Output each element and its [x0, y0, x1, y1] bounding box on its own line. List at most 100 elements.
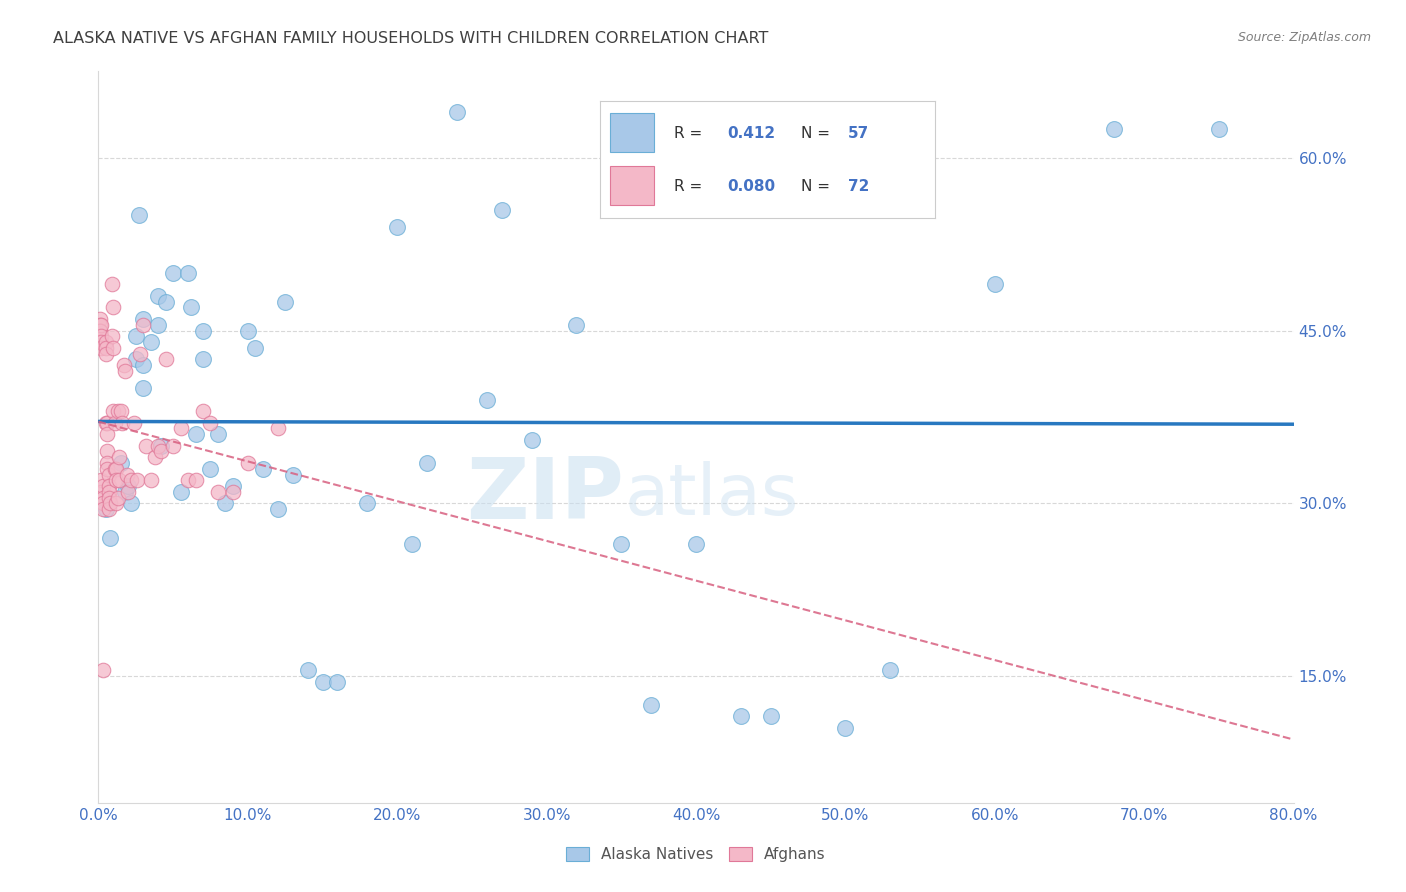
Afghans — [97, 502, 120, 516]
Alaska Natives — [879, 663, 901, 677]
Alaska Natives — [191, 324, 214, 338]
Alaska Natives — [491, 202, 513, 217]
Afghans — [90, 341, 112, 355]
Alaska Natives — [245, 341, 267, 355]
Alaska Natives — [132, 381, 155, 395]
Afghans — [91, 496, 114, 510]
Afghans — [89, 312, 111, 326]
Afghans — [89, 324, 111, 338]
Afghans — [112, 358, 135, 372]
Afghans — [162, 439, 184, 453]
Afghans — [139, 473, 162, 487]
Alaska Natives — [150, 439, 173, 453]
Alaska Natives — [180, 301, 202, 315]
Afghans — [94, 416, 117, 430]
Afghans — [108, 473, 131, 487]
Afghans — [96, 456, 118, 470]
Alaska Natives — [297, 663, 319, 677]
Alaska Natives — [117, 479, 139, 493]
Afghans — [96, 427, 118, 442]
Afghans — [103, 301, 125, 315]
Legend: Alaska Natives, Afghans: Alaska Natives, Afghans — [560, 841, 832, 868]
Alaska Natives — [222, 479, 245, 493]
Afghans — [103, 341, 125, 355]
Afghans — [129, 346, 152, 360]
Afghans — [89, 318, 111, 332]
Afghans — [110, 404, 132, 418]
Afghans — [143, 450, 166, 465]
Afghans — [150, 444, 173, 458]
Alaska Natives — [125, 329, 148, 343]
Afghans — [97, 484, 120, 499]
Afghans — [117, 484, 139, 499]
Alaska Natives — [1104, 122, 1126, 136]
Alaska Natives — [162, 266, 184, 280]
Alaska Natives — [139, 334, 162, 349]
Afghans — [89, 324, 111, 338]
Afghans — [104, 416, 127, 430]
Alaska Natives — [640, 698, 662, 712]
Afghans — [132, 318, 155, 332]
Afghans — [114, 364, 136, 378]
Afghans — [96, 416, 118, 430]
Alaska Natives — [200, 462, 222, 476]
Alaska Natives — [148, 318, 170, 332]
Text: atlas: atlas — [624, 461, 799, 530]
Afghans — [90, 484, 112, 499]
Afghans — [120, 473, 142, 487]
Afghans — [107, 491, 129, 505]
Afghans — [191, 404, 214, 418]
Afghans — [90, 334, 112, 349]
Alaska Natives — [132, 358, 155, 372]
Alaska Natives — [184, 427, 207, 442]
Afghans — [236, 456, 259, 470]
Afghans — [184, 473, 207, 487]
Afghans — [103, 404, 125, 418]
Afghans — [101, 329, 124, 343]
Afghans — [90, 329, 112, 343]
Text: ALASKA NATIVE VS AFGHAN FAMILY HOUSEHOLDS WITH CHILDREN CORRELATION CHART: ALASKA NATIVE VS AFGHAN FAMILY HOUSEHOLD… — [53, 31, 769, 46]
Afghans — [91, 479, 114, 493]
Alaska Natives — [114, 484, 136, 499]
Afghans — [177, 473, 200, 487]
Afghans — [90, 473, 112, 487]
Afghans — [222, 484, 245, 499]
Afghans — [107, 404, 129, 418]
Afghans — [155, 352, 177, 367]
Alaska Natives — [191, 352, 214, 367]
Afghans — [104, 462, 127, 476]
Alaska Natives — [984, 277, 1007, 292]
Alaska Natives — [125, 352, 148, 367]
Afghans — [94, 341, 117, 355]
Alaska Natives — [128, 208, 150, 222]
Alaska Natives — [155, 294, 177, 309]
Text: ZIP: ZIP — [467, 454, 624, 537]
Afghans — [98, 496, 122, 510]
Alaska Natives — [267, 502, 290, 516]
Afghans — [94, 346, 117, 360]
Alaska Natives — [311, 674, 333, 689]
Afghans — [91, 663, 114, 677]
Afghans — [90, 318, 112, 332]
Alaska Natives — [685, 536, 707, 550]
Alaska Natives — [281, 467, 304, 482]
Afghans — [169, 421, 191, 435]
Alaska Natives — [565, 318, 588, 332]
Alaska Natives — [274, 294, 297, 309]
Alaska Natives — [252, 462, 274, 476]
Alaska Natives — [356, 496, 378, 510]
Alaska Natives — [132, 312, 155, 326]
Alaska Natives — [610, 536, 633, 550]
Afghans — [94, 334, 117, 349]
Afghans — [135, 439, 157, 453]
Alaska Natives — [834, 721, 856, 735]
Afghans — [200, 416, 222, 430]
Afghans — [111, 416, 134, 430]
Alaska Natives — [416, 456, 439, 470]
Alaska Natives — [446, 104, 468, 119]
Afghans — [91, 502, 114, 516]
Afghans — [105, 496, 128, 510]
Afghans — [124, 416, 146, 430]
Alaska Natives — [207, 427, 229, 442]
Afghans — [267, 421, 290, 435]
